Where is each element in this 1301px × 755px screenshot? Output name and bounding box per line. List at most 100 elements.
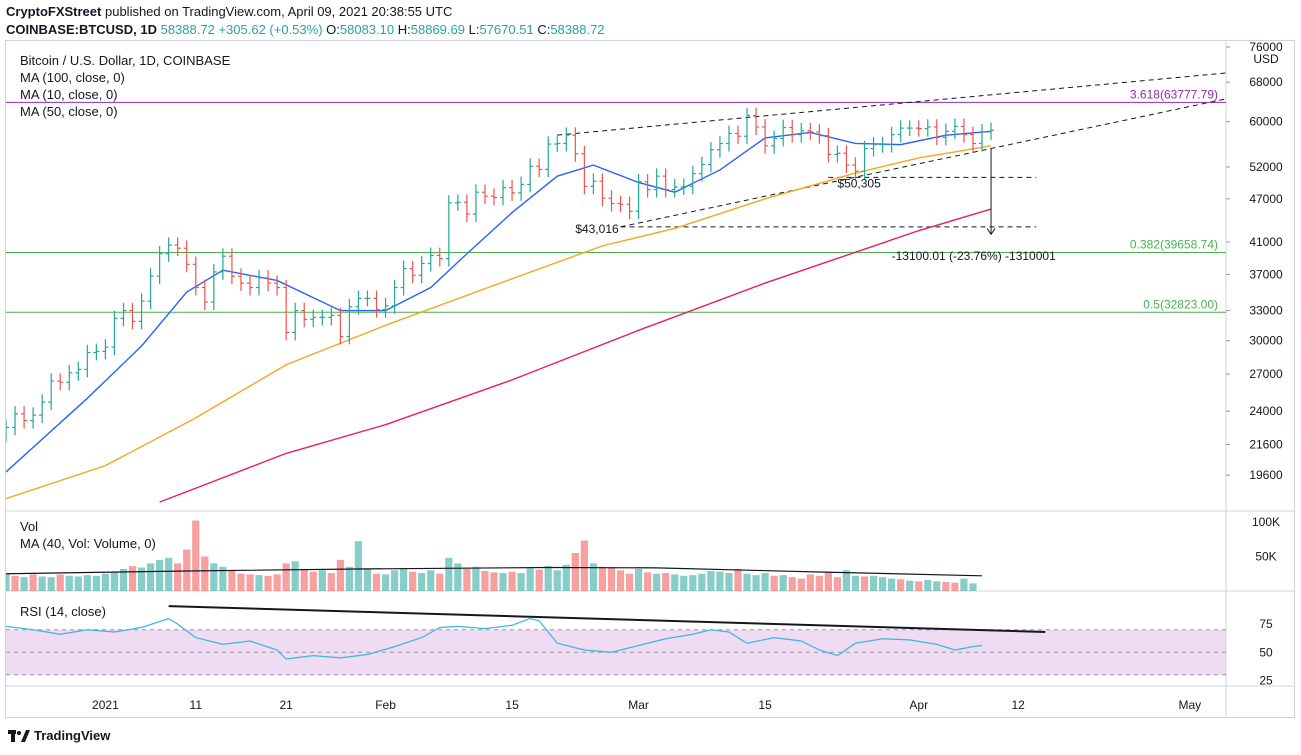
y-tick-label: 19600 [1249, 468, 1283, 482]
measure-arrow-head [986, 228, 996, 236]
level-label: 0.382(39658.74) [1130, 238, 1218, 252]
ohlc-bar [753, 107, 760, 135]
volume-bar [833, 577, 842, 591]
ohlc-bar [201, 279, 208, 311]
volume-bar [454, 563, 462, 591]
ohlc-bar [572, 127, 579, 162]
legend-ma10: MA (10, close, 0) [20, 87, 118, 102]
ohlc-bar [780, 119, 787, 147]
volume-bar [210, 563, 218, 591]
chart-canvas[interactable]: 76000 68000 60000 52000 47000 41000 37000 33000… [6, 41, 1294, 717]
ohlc-bar [825, 127, 832, 163]
ohlc-bar [816, 124, 823, 144]
tradingview-logo-icon [8, 729, 30, 742]
y-tick-label: 76000 [1249, 41, 1283, 54]
rsi-tick-label: 75 [1259, 617, 1273, 631]
volume-bar [897, 579, 905, 591]
ohlc-bar [391, 279, 398, 314]
y-tick-label: 52000 [1249, 160, 1283, 174]
ohlc-bar [102, 339, 109, 360]
volume-bar [318, 570, 326, 591]
volume-bar [156, 559, 164, 591]
volume-bar [752, 575, 760, 591]
ohlc-bar [599, 173, 606, 207]
ma50-line [6, 145, 992, 500]
ohlc-bar [84, 344, 91, 378]
price-change: +305.62 (+0.53%) [218, 22, 323, 37]
ohlc-bar [219, 248, 226, 280]
volume-bar [779, 575, 787, 591]
rsi-tick-label: 50 [1259, 645, 1273, 659]
close-value: 58388.72 [550, 22, 605, 37]
y-tick-label: 68000 [1249, 75, 1283, 89]
ohlc-bar [951, 118, 958, 140]
y-tick-label: 41000 [1249, 235, 1283, 249]
publication-info: published on TradingView.com, April 09, … [104, 4, 453, 19]
volume-bar [589, 563, 598, 591]
level-label: 3.618(63777.79) [1130, 87, 1218, 101]
volume-bar [110, 571, 119, 591]
volume-bar [273, 574, 281, 591]
volume-bar [960, 578, 968, 591]
volume-bar [74, 576, 82, 591]
volume-bar [83, 575, 91, 591]
volume-bar [56, 574, 64, 591]
volume-bar [463, 568, 471, 591]
ohlc-bar [590, 173, 597, 195]
ohlc-bar [274, 275, 281, 296]
volume-bar [851, 575, 860, 591]
ohlc-bar [635, 174, 642, 220]
volume-bar [291, 561, 299, 591]
ohlc-bar [807, 122, 814, 140]
chart-annotation: $50,305 [837, 177, 881, 191]
ohlc-bar [509, 179, 516, 201]
chart-frame[interactable]: 76000 68000 60000 52000 47000 41000 37000 33000… [5, 40, 1295, 718]
volume-bar [598, 566, 607, 591]
volume-bar [336, 559, 344, 591]
volume-bar [246, 574, 254, 591]
x-tick-label: Mar [628, 698, 649, 712]
volume-bar [625, 573, 634, 591]
volume-bar [137, 567, 146, 591]
x-tick-label: 11 [190, 698, 203, 712]
ohlc-bar [48, 373, 55, 411]
volume-bar [128, 566, 137, 591]
ohlc-bar [644, 174, 651, 198]
ohlc-bar [436, 247, 443, 267]
high-value: 58869.69 [410, 22, 465, 37]
volume-bar [725, 573, 733, 591]
ohlc-bar [671, 179, 678, 198]
volume-bar [662, 573, 670, 591]
ohlc-bar [463, 194, 470, 222]
ohlc-bar [409, 260, 416, 284]
rsi-tick-label: 25 [1259, 673, 1273, 687]
ohlc-bar [337, 307, 344, 345]
legend-vol-ma: MA (40, Vol: Volume, 0) [20, 536, 156, 551]
ohlc-bar [228, 248, 235, 285]
ohlc-bar [328, 307, 335, 326]
ohlc-bar [563, 127, 570, 152]
volume-bar [345, 566, 354, 591]
legend-ma100: MA (100, close, 0) [20, 70, 125, 85]
ohlc-bar [653, 168, 660, 198]
ohlc-bar [662, 168, 669, 198]
volume-bar [562, 564, 570, 591]
ohlc-bar [879, 136, 886, 153]
ohlc-bar [174, 237, 181, 257]
volume-bar [580, 540, 588, 591]
volume-bar [842, 570, 851, 591]
high-label: H: [397, 22, 411, 37]
ohlc-bar [57, 373, 64, 391]
volume-bar [400, 568, 408, 591]
ohlc-bar [716, 135, 723, 158]
volume-bar [743, 573, 751, 591]
volume-bar [146, 563, 155, 591]
volume-bar [969, 583, 977, 591]
ohlc-bar [364, 290, 371, 307]
volume-bar [869, 575, 878, 591]
ohlc-bar [120, 302, 127, 327]
legend-ma50: MA (50, close, 0) [20, 104, 118, 119]
volume-bar [237, 573, 245, 591]
ohlc-bar [481, 184, 488, 205]
ohlc-bar [427, 247, 434, 272]
